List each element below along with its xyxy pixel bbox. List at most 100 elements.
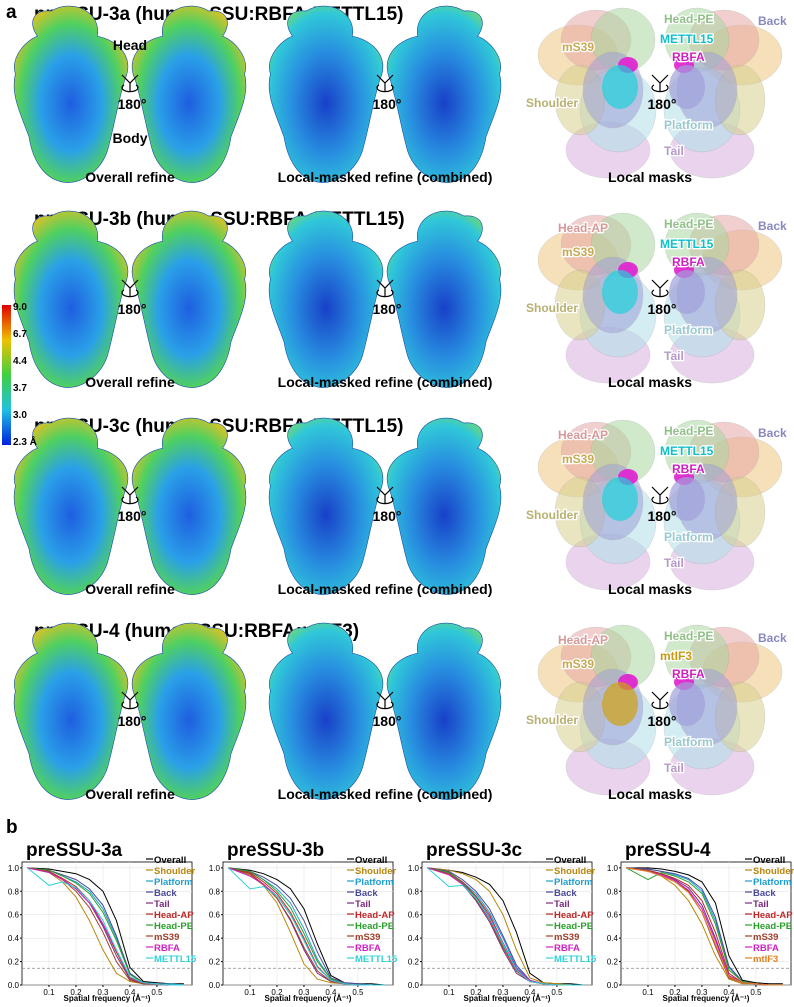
x-tick-label: 0.4 [723,988,735,997]
mask-label: mtIF3 [660,649,692,663]
x-tick-label: 0.1 [443,988,455,997]
x-tick-label: 0.4 [124,988,136,997]
plot-area [421,861,593,986]
y-tick-label: 0.6 [607,911,619,920]
rotation-label: 180° [373,96,402,112]
color-bar-label: 4.4 [13,356,27,367]
legend-entry: RBFA [355,943,381,954]
legend-entry: Head-AP [355,910,395,921]
fsc-curve [228,867,385,986]
x-tick-label: 0.5 [151,988,163,997]
map-caption: Local-masked refine (combined) [278,581,493,597]
x-tick-label: 0.5 [352,988,364,997]
color-bar-gradient [2,305,11,445]
y-tick-label: 0.6 [209,911,221,920]
fsc-curve [27,867,184,985]
map-caption: Local masks [608,786,692,802]
map-caption: Local masks [608,169,692,185]
density-map [13,5,129,184]
legend-entry: METTL15 [355,954,398,965]
mask-label: METTL15 [660,237,714,251]
y-tick-label: 0.8 [8,887,20,896]
legend-entry: Overall [154,855,186,866]
mask-label: Back [758,14,787,28]
legend-entry: Overall [355,855,387,866]
map-caption: Overall refine [85,786,175,802]
rotation-label: 180° [373,508,402,524]
mask-label: METTL15 [660,32,714,46]
map-caption: Overall refine [85,169,175,185]
map-caption: Overall refine [85,581,175,597]
rotation-label: 180° [373,713,402,729]
mask-volume [602,270,638,314]
legend-entry: Shoulder [355,866,396,877]
x-tick-label: 0.3 [298,988,310,997]
mask-label: Shoulder [526,301,578,315]
mask-view [537,7,657,179]
y-tick-label: 0.8 [607,887,619,896]
mask-view [663,212,783,384]
mask-view [663,7,783,179]
legend-entry: Platform [554,877,593,888]
legend-entry: Back [355,888,378,899]
y-tick-label: 0.2 [607,958,619,967]
mask-label: RBFA [672,50,705,64]
mask-label: Tail [664,556,684,570]
y-tick-label: 0.2 [408,958,420,967]
legend-entry: Tail [154,899,170,910]
y-tick-label: 1.0 [209,864,221,873]
fsc-curve [626,867,783,985]
legend-entry: Shoulder [154,866,195,877]
mask-volume [669,477,705,521]
y-tick-label: 1.0 [8,864,20,873]
rotation-label: 180° [118,301,147,317]
rotation-arrow [651,691,669,710]
fsc-curve [626,867,783,986]
mask-volume [669,270,705,314]
legend-entry: Tail [355,899,371,910]
rotation-arrow [376,279,394,298]
map-caption: Local masks [608,581,692,597]
rotation-arrow [651,74,669,93]
mask-label: Tail [664,144,684,158]
color-bar-label: 3.0 [13,410,27,421]
y-tick-label: 0.8 [408,887,420,896]
region-label: Body [113,130,148,146]
legend-entry: METTL15 [154,954,197,965]
y-tick-label: 0.8 [209,887,221,896]
rotation-arrow [121,486,139,505]
density-map [13,210,129,389]
chart-title: preSSU-4 [625,840,711,861]
legend-entry: Head-PE [753,921,792,932]
mask-label: Head-PE [664,217,713,231]
density-map [386,417,502,596]
x-tick-label: 0.1 [642,988,654,997]
color-bar [2,305,11,445]
x-axis-label: Spatial frequency (Å⁻¹) [464,994,551,1003]
mask-label: Platform [664,323,713,337]
rotation-label: 180° [373,301,402,317]
mask-label: mS39 [562,452,594,466]
mask-volume [669,682,705,726]
fsc-curve [427,867,584,986]
legend-entry: Back [154,888,177,899]
density-map [268,210,384,389]
panel-label: b [6,817,18,838]
rotation-label: 180° [118,508,147,524]
legend-entry: mS39 [554,932,579,943]
legend-entry: Tail [753,899,769,910]
legend-entry: RBFA [554,943,580,954]
y-tick-label: 1.0 [607,864,619,873]
x-tick-label: 0.2 [669,988,681,997]
rotation-arrow [121,691,139,710]
density-map [386,5,502,184]
density-map [268,5,384,184]
legend-entry: Platform [355,877,394,888]
mask-view [537,419,657,591]
legend-entry: Shoulder [554,866,595,877]
rotation-arrow [121,279,139,298]
legend-entry: Platform [154,877,193,888]
rotation-label: 180° [118,713,147,729]
